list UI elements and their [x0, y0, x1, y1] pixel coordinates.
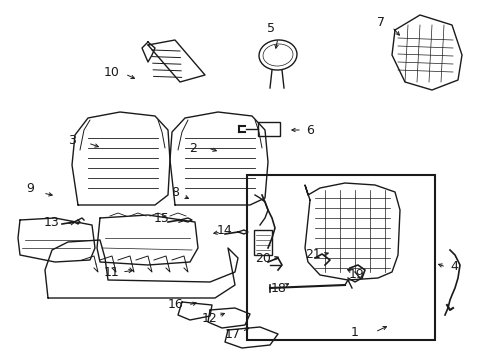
- Text: 19: 19: [348, 269, 364, 282]
- Text: 17: 17: [224, 328, 241, 342]
- Text: 16: 16: [168, 297, 183, 310]
- Text: 18: 18: [270, 282, 286, 294]
- Bar: [258, 122, 280, 136]
- Text: 20: 20: [255, 252, 270, 265]
- Text: 11: 11: [104, 266, 120, 279]
- Bar: [253, 230, 271, 255]
- Text: 6: 6: [305, 123, 313, 136]
- Text: 5: 5: [266, 22, 274, 35]
- Text: 21: 21: [305, 248, 320, 261]
- Text: 8: 8: [171, 185, 179, 198]
- Text: 1: 1: [350, 325, 358, 338]
- Text: 10: 10: [104, 66, 120, 78]
- Bar: [246, 175, 434, 340]
- Text: 3: 3: [68, 134, 76, 147]
- Text: 13: 13: [44, 216, 60, 229]
- Text: 4: 4: [449, 261, 457, 274]
- Text: 2: 2: [189, 141, 197, 154]
- Text: 7: 7: [376, 15, 384, 28]
- Text: 14: 14: [217, 224, 232, 237]
- Text: 12: 12: [202, 311, 218, 324]
- Text: 15: 15: [154, 211, 170, 225]
- Text: 9: 9: [26, 181, 34, 194]
